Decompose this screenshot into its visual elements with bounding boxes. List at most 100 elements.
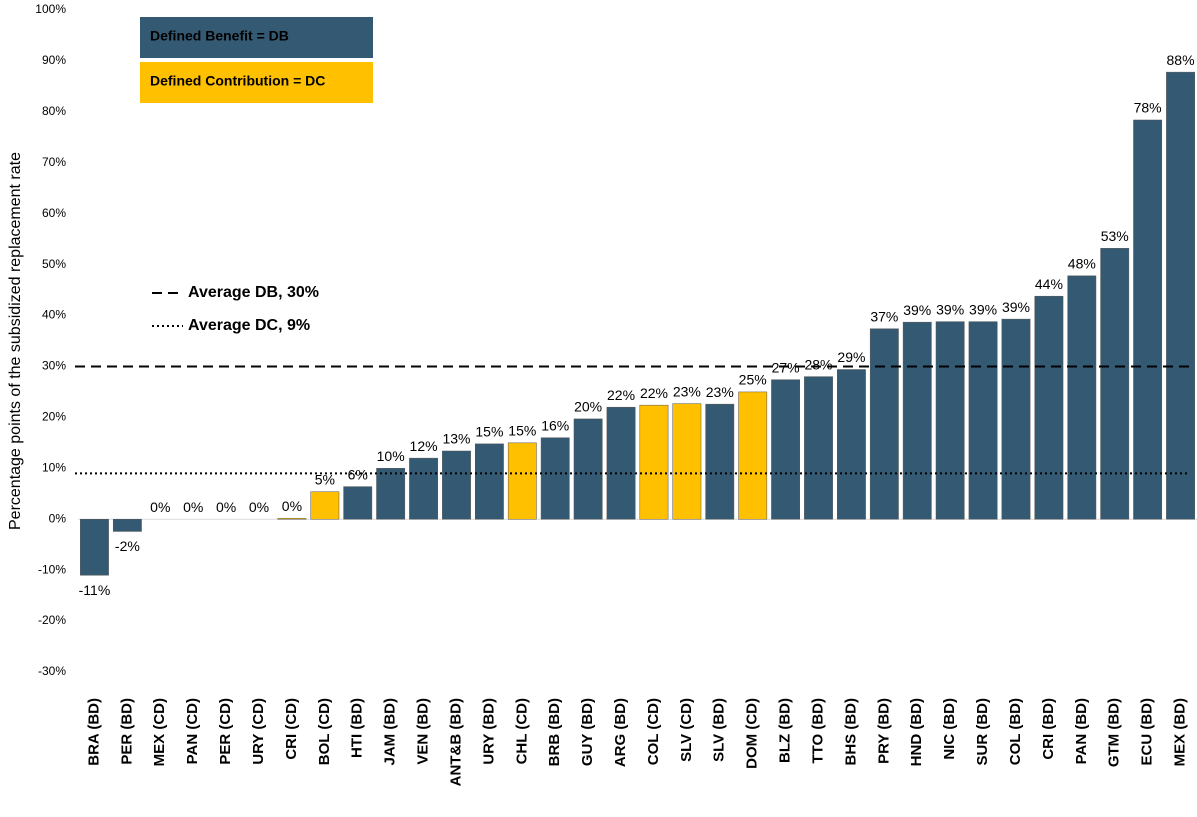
bar (573, 418, 603, 520)
value-label: 13% (442, 431, 470, 447)
y-tick-label: 60% (42, 206, 66, 220)
bar (606, 406, 636, 520)
bar (1133, 119, 1163, 520)
bar (902, 321, 932, 520)
y-axis-label: Percentage points of the subsidized repl… (7, 152, 24, 530)
x-tick-label: JAM (BD) (382, 698, 399, 766)
x-tick-label: BOL (CD) (316, 698, 333, 765)
x-tick-label: ANT&B (BD) (447, 698, 464, 786)
value-label: 44% (1035, 276, 1063, 292)
y-tick-label: 70% (42, 155, 66, 169)
bar (507, 442, 537, 520)
value-label: 37% (870, 308, 898, 324)
value-label: 39% (903, 302, 931, 318)
x-tick-label: PAN (CD) (184, 698, 201, 764)
x-tick-label: HND (BD) (908, 698, 925, 766)
y-tick-label: 0% (49, 511, 67, 525)
y-tick-label: -20% (38, 613, 66, 627)
x-tick-label: ARG (BD) (612, 698, 629, 767)
y-tick-label: 20% (42, 410, 66, 424)
x-tick-label: SUR (BD) (974, 698, 991, 766)
x-tick-label: MEX (BD) (1172, 698, 1189, 766)
x-tick-label: BLZ (BD) (777, 698, 794, 763)
bar (1166, 71, 1195, 520)
value-label: 23% (706, 384, 734, 400)
value-label: 0% (282, 498, 302, 514)
y-tick-label: -10% (38, 562, 66, 576)
y-tick-label: 80% (42, 104, 66, 118)
value-label: -2% (115, 538, 140, 554)
x-tick-label: DOM (CD) (744, 698, 761, 769)
x-tick-label: BRA (BD) (85, 698, 102, 766)
value-label: 48% (1068, 256, 1096, 272)
x-tick-label: BHS (BD) (842, 698, 859, 766)
bar (1034, 295, 1064, 520)
value-label: 16% (541, 417, 569, 433)
bar (935, 321, 965, 520)
value-label: 0% (183, 499, 203, 515)
bar (968, 321, 998, 520)
y-tick-label: 10% (42, 460, 66, 474)
bar (277, 517, 307, 520)
y-tick-label: 90% (42, 53, 66, 67)
x-tick-label: URY (CD) (250, 698, 267, 765)
x-tick-label: COL (CD) (645, 698, 662, 765)
bar (112, 518, 142, 532)
x-tick-label: BRB (BD) (546, 698, 563, 766)
x-tick-label: VEN (BD) (415, 698, 432, 765)
legend-label: Defined Benefit = DB (150, 28, 289, 44)
legend-label: Defined Contribution = DC (150, 73, 325, 89)
x-tick-label: SLV (CD) (678, 698, 695, 762)
value-label: 88% (1167, 52, 1195, 68)
x-tick-label: SLV (BD) (711, 698, 728, 762)
x-tick-label: PRY (BD) (875, 698, 892, 764)
value-label: 0% (150, 499, 170, 515)
bar (376, 468, 406, 520)
y-tick-label: 50% (42, 257, 66, 271)
value-label: 22% (607, 387, 635, 403)
x-tick-label: GTM (BD) (1106, 698, 1123, 767)
legend-box (140, 17, 373, 58)
x-tick-label: CRI (BD) (1040, 698, 1057, 760)
bar (705, 403, 735, 520)
reference-legend-label: Average DC, 9% (188, 317, 310, 334)
bar (80, 518, 109, 576)
value-label: 6% (348, 466, 368, 482)
y-tick-label: 40% (42, 308, 66, 322)
value-label: -11% (79, 582, 111, 598)
bar (672, 403, 702, 520)
x-tick-label: CRI (CD) (283, 698, 300, 760)
bar (409, 457, 438, 520)
x-tick-label: MEX (CD) (151, 698, 168, 766)
value-label: 29% (837, 349, 865, 365)
bar (540, 437, 570, 520)
value-label: 78% (1134, 100, 1162, 116)
value-label: 22% (640, 385, 668, 401)
value-label: 23% (673, 383, 701, 399)
bar (804, 376, 833, 520)
value-label: 5% (315, 471, 335, 487)
value-label: 15% (475, 424, 503, 440)
x-tick-label: GUY (BD) (579, 698, 596, 766)
x-tick-label: NIC (BD) (941, 698, 958, 760)
x-tick-label: PAN (BD) (1073, 698, 1090, 764)
legend-box (140, 62, 373, 103)
y-tick-label: -30% (38, 664, 66, 678)
reference-legend-label: Average DB, 30% (188, 284, 319, 301)
bar (442, 450, 471, 520)
bar (1001, 318, 1031, 520)
value-label: 0% (249, 499, 269, 515)
x-tick-label: TTO (BD) (809, 698, 826, 764)
bar (738, 391, 768, 520)
value-label: 28% (804, 356, 832, 372)
bar (1067, 275, 1097, 520)
bar (639, 404, 669, 520)
value-label: 39% (969, 301, 997, 317)
value-label: 39% (1002, 299, 1030, 315)
bar (1100, 248, 1130, 520)
value-label: 10% (377, 448, 405, 464)
bar (837, 369, 866, 520)
value-label: 53% (1101, 228, 1129, 244)
value-label: 20% (574, 399, 602, 415)
